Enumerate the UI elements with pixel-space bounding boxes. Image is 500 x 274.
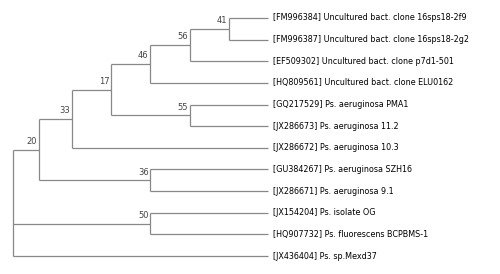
- Text: 41: 41: [217, 16, 228, 25]
- Text: [JX286673] Ps. aeruginosa 11.2: [JX286673] Ps. aeruginosa 11.2: [274, 122, 399, 131]
- Text: [GU384267] Ps. aeruginosa SZH16: [GU384267] Ps. aeruginosa SZH16: [274, 165, 412, 174]
- Text: [HQ907732] Ps. fluorescens BCPBMS-1: [HQ907732] Ps. fluorescens BCPBMS-1: [274, 230, 428, 239]
- Text: [FM996387] Uncultured bact. clone 16sps18-2g2: [FM996387] Uncultured bact. clone 16sps1…: [274, 35, 469, 44]
- Text: 56: 56: [178, 32, 188, 41]
- Text: 33: 33: [60, 106, 70, 115]
- Text: 50: 50: [138, 211, 148, 220]
- Text: 55: 55: [178, 103, 188, 112]
- Text: [JX154204] Ps. isolate OG: [JX154204] Ps. isolate OG: [274, 208, 376, 217]
- Text: 46: 46: [138, 51, 148, 60]
- Text: [EF509302] Uncultured bact. clone p7d1-501: [EF509302] Uncultured bact. clone p7d1-5…: [274, 57, 454, 66]
- Text: 17: 17: [99, 77, 110, 86]
- Text: [FM996384] Uncultured bact. clone 16sps18-2f9: [FM996384] Uncultured bact. clone 16sps1…: [274, 13, 467, 22]
- Text: 36: 36: [138, 168, 148, 176]
- Text: [JX436404] Ps. sp.Mexd37: [JX436404] Ps. sp.Mexd37: [274, 252, 378, 261]
- Text: 20: 20: [26, 137, 37, 146]
- Text: [JX286672] Ps. aeruginosa 10.3: [JX286672] Ps. aeruginosa 10.3: [274, 143, 399, 152]
- Text: [HQ809561] Uncultured bact. clone ELU0162: [HQ809561] Uncultured bact. clone ELU016…: [274, 78, 454, 87]
- Text: [GQ217529] Ps. aeruginosa PMA1: [GQ217529] Ps. aeruginosa PMA1: [274, 100, 409, 109]
- Text: [JX286671] Ps. aeruginosa 9.1: [JX286671] Ps. aeruginosa 9.1: [274, 187, 394, 196]
